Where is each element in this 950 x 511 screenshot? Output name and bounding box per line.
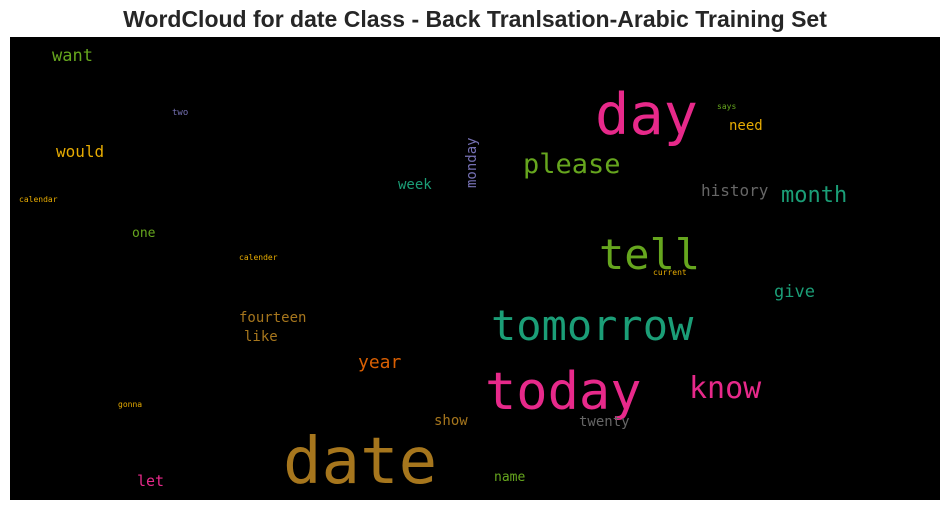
word-like: like [244, 329, 278, 345]
word-week: week [398, 177, 432, 193]
word-give: give [774, 282, 815, 302]
word-twenty: twenty [579, 414, 630, 430]
word-show: show [434, 413, 468, 429]
word-says: says [717, 102, 737, 111]
word-monday: monday [464, 137, 480, 188]
word-today: today [485, 362, 642, 422]
word-year: year [358, 352, 402, 373]
wordcloud-canvas: date today tomorrow day tell please know… [10, 37, 940, 500]
word-know: know [689, 371, 762, 406]
word-one: one [132, 226, 156, 241]
word-calendar: calendar [19, 195, 58, 204]
word-calender: calender [239, 253, 278, 262]
word-tell: tell [599, 230, 701, 279]
figure-title: WordCloud for date Class - Back Tranlsat… [123, 6, 827, 32]
word-need: need [729, 118, 763, 134]
word-day: day [595, 82, 698, 148]
word-please: please [523, 149, 621, 180]
word-want: want [52, 46, 93, 66]
word-let: let [137, 472, 165, 490]
word-fourteen: fourteen [239, 310, 307, 326]
word-name: name [494, 470, 526, 485]
word-gonna: gonna [118, 400, 143, 409]
word-would: would [56, 142, 105, 161]
word-two: two [172, 108, 189, 118]
word-current: current [653, 268, 687, 277]
word-history: history [701, 181, 769, 200]
word-tomorrow: tomorrow [491, 301, 694, 350]
word-date: date [283, 425, 438, 499]
word-month: month [781, 183, 848, 208]
